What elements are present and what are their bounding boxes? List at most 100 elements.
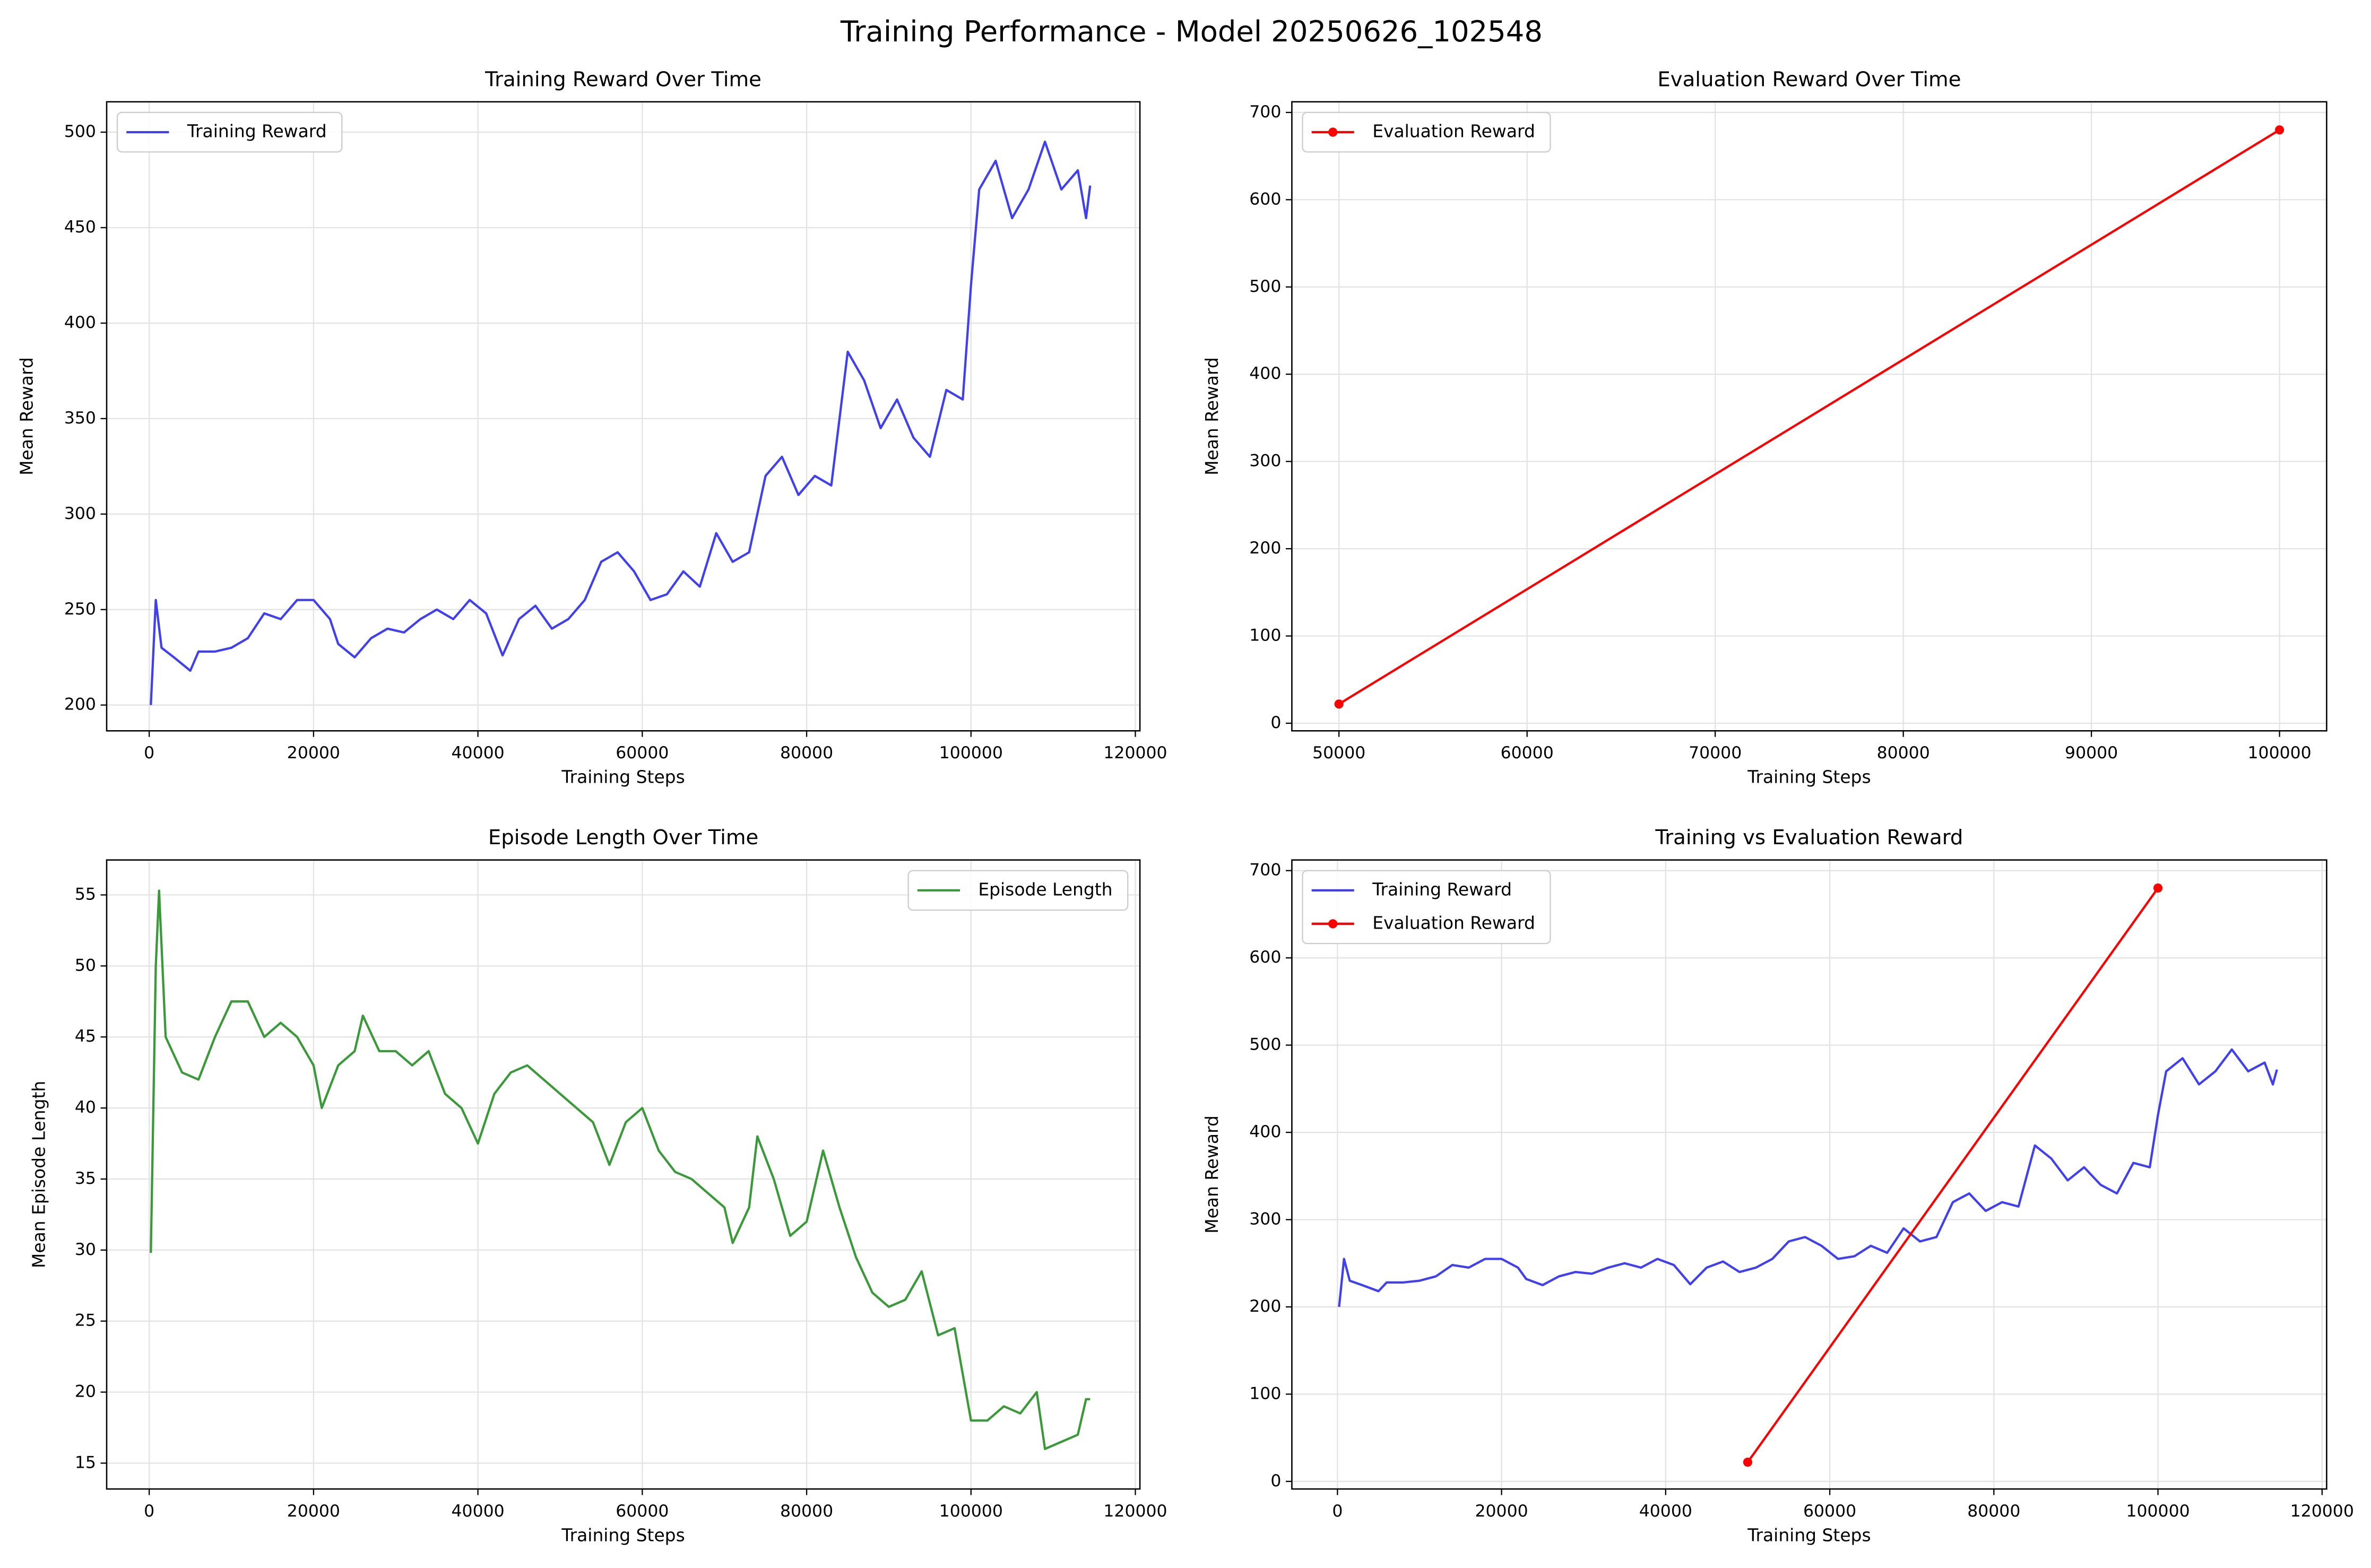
y-tick-label: 55 — [75, 885, 96, 904]
x-tick-label: 40000 — [452, 743, 505, 763]
legend: Evaluation Reward — [1302, 111, 1551, 153]
y-tick-label: 20 — [75, 1382, 96, 1401]
x-tick-label: 60000 — [616, 743, 669, 763]
x-tick-label: 80000 — [1967, 1502, 2020, 1521]
x-tick-label: 100000 — [2248, 743, 2312, 763]
legend-box — [1302, 870, 1551, 945]
x-tick-label: 20000 — [287, 1502, 340, 1521]
subplot-title: Evaluation Reward Over Time — [1657, 67, 1961, 91]
x-tick-label: 100000 — [2126, 1502, 2190, 1521]
subplot-title: Training Reward Over Time — [484, 67, 762, 91]
y-tick-label: 15 — [75, 1453, 96, 1472]
y-tick-label: 600 — [1249, 948, 1281, 967]
y-axis-label: Mean Reward — [1201, 357, 1222, 475]
subplot: 0 20000 40000 60000 80000 100000 120000 200 250 3… — [16, 67, 1167, 787]
y-tick-label: 600 — [1249, 189, 1281, 209]
x-tick-label: 60000 — [1803, 1502, 1856, 1521]
y-tick-label: 40 — [75, 1098, 96, 1117]
x-axis-label: Training Steps — [561, 767, 685, 787]
x-tick-label: 120000 — [1103, 743, 1167, 763]
legend-label: Training Reward — [187, 121, 327, 142]
y-tick-label: 25 — [75, 1311, 96, 1330]
legend-label: Evaluation Reward — [1372, 912, 1535, 933]
series-marker — [2275, 125, 2285, 135]
x-tick-label: 0 — [1332, 1502, 1343, 1521]
x-tick-label: 0 — [144, 1502, 154, 1521]
subplot: 0 20000 40000 60000 80000 100000 120000 0 100 200… — [1201, 826, 2354, 1545]
y-tick-label: 450 — [64, 218, 96, 237]
legend-label: Evaluation Reward — [1372, 121, 1535, 142]
series-line — [1338, 128, 2280, 705]
x-tick-label: 90000 — [2065, 743, 2118, 763]
y-tick-label: 700 — [1249, 861, 1281, 880]
y-tick-label: 200 — [64, 695, 96, 714]
y-tick-label: 100 — [1249, 626, 1281, 645]
axes-frame — [1291, 101, 2327, 732]
x-tick-label: 120000 — [1103, 1502, 1167, 1521]
legend-box — [116, 111, 343, 153]
x-tick-label: 60000 — [1501, 743, 1554, 763]
x-tick-label: 70000 — [1689, 743, 1742, 763]
y-tick-label: 400 — [1249, 1122, 1281, 1141]
series-line — [1746, 887, 2159, 1463]
y-tick-label: 500 — [1249, 1035, 1281, 1054]
y-tick-label: 350 — [64, 409, 96, 428]
plot-area — [150, 140, 1092, 705]
x-tick-label: 40000 — [1639, 1502, 1692, 1521]
series-marker — [1743, 1458, 1753, 1467]
y-tick-label: 200 — [1249, 1297, 1281, 1316]
x-axis-label: Training Steps — [1747, 1524, 1871, 1545]
y-axis-label: Mean Reward — [1201, 1115, 1222, 1234]
legend-label: Training Reward — [1372, 879, 1512, 899]
x-tick-label: 100000 — [939, 743, 1003, 763]
y-tick-label: 300 — [64, 504, 96, 523]
y-tick-label: 35 — [75, 1169, 96, 1188]
axes-frame — [106, 859, 1141, 1490]
y-tick-label: 300 — [1249, 1209, 1281, 1228]
y-tick-label: 300 — [1249, 452, 1281, 471]
x-tick-label: 80000 — [780, 1502, 833, 1521]
x-axis-label: Training Steps — [1747, 767, 1871, 787]
series-marker — [2153, 883, 2163, 893]
figure-title: Training Performance - Model 20250626_10… — [840, 15, 1543, 48]
y-tick-label: 100 — [1249, 1384, 1281, 1403]
axes-frame — [1291, 859, 2327, 1490]
plot-area — [1334, 125, 2285, 709]
x-tick-label: 60000 — [616, 1502, 669, 1521]
x-axis-label: Training Steps — [561, 1524, 685, 1545]
legend-box — [1302, 111, 1551, 153]
subplot: 0 20000 40000 60000 80000 100000 120000 15 20 25 3… — [29, 826, 1167, 1545]
y-axis-label: Mean Episode Length — [29, 1081, 49, 1268]
x-tick-label: 80000 — [780, 743, 833, 763]
legend-label: Episode Length — [978, 879, 1112, 899]
legend-box — [907, 870, 1129, 911]
y-tick-label: 200 — [1249, 539, 1281, 558]
y-tick-label: 45 — [75, 1027, 96, 1046]
plot-area — [1338, 883, 2278, 1467]
x-tick-label: 0 — [144, 743, 154, 763]
y-tick-label: 0 — [1270, 713, 1281, 732]
x-tick-label: 20000 — [287, 743, 340, 763]
axes-frame — [106, 101, 1141, 732]
series-line — [150, 140, 1092, 705]
legend: Episode Length — [907, 870, 1129, 911]
y-tick-label: 500 — [1249, 277, 1281, 296]
x-tick-label: 50000 — [1312, 743, 1365, 763]
y-tick-label: 30 — [75, 1240, 96, 1259]
legend-marker — [1328, 127, 1338, 137]
legend: Training Reward — [116, 111, 343, 153]
y-tick-label: 250 — [64, 600, 96, 619]
subplot-title: Training vs Evaluation Reward — [1655, 826, 1963, 850]
y-tick-label: 400 — [1249, 364, 1281, 383]
x-tick-label: 100000 — [939, 1502, 1003, 1521]
series-line — [150, 889, 1091, 1450]
series-line — [1338, 1048, 2278, 1307]
y-tick-label: 500 — [64, 122, 96, 141]
legend-marker — [1328, 919, 1338, 929]
x-tick-label: 120000 — [2290, 1502, 2354, 1521]
series-marker — [1334, 699, 1344, 709]
x-tick-label: 40000 — [452, 1502, 505, 1521]
x-tick-label: 20000 — [1475, 1502, 1528, 1521]
